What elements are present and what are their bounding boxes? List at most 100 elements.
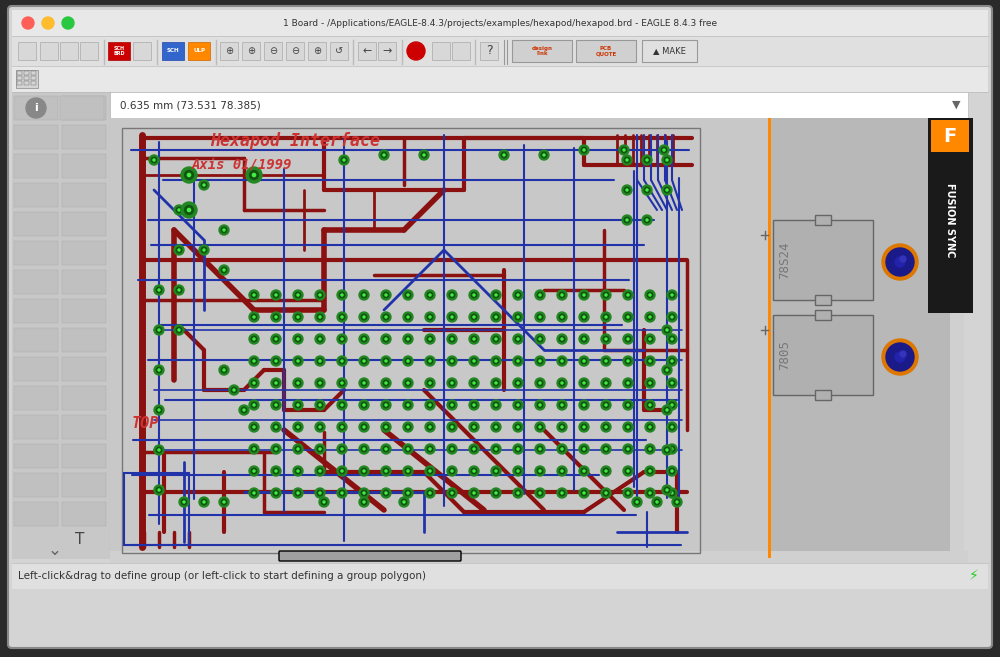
Circle shape [319,316,321,318]
Circle shape [469,378,479,388]
Circle shape [425,334,435,344]
Circle shape [317,380,323,386]
Circle shape [178,249,180,251]
Circle shape [646,159,648,161]
Circle shape [603,380,609,386]
Circle shape [383,154,385,156]
Circle shape [662,405,672,415]
Bar [14,125,58,149]
Circle shape [647,358,653,364]
Circle shape [473,316,475,318]
Circle shape [623,290,633,300]
Circle shape [405,292,411,298]
Circle shape [469,312,479,322]
Circle shape [623,400,633,410]
Circle shape [425,356,435,366]
Circle shape [359,400,369,410]
Circle shape [447,400,457,410]
Circle shape [449,314,455,320]
Circle shape [187,173,191,177]
Circle shape [662,155,672,165]
Circle shape [664,187,670,193]
Bar [17,71,22,75]
Bar [358,42,376,60]
Circle shape [271,290,281,300]
Bar [14,241,58,265]
Circle shape [581,358,587,364]
Circle shape [341,382,343,384]
Circle shape [515,358,521,364]
Circle shape [363,404,365,406]
Circle shape [201,247,207,253]
Text: Axis 01/1999: Axis 01/1999 [192,157,292,171]
Bar [188,42,210,60]
Bar [432,42,450,60]
Circle shape [385,360,387,362]
Circle shape [645,422,655,432]
Circle shape [493,314,499,320]
Circle shape [385,338,387,340]
Circle shape [201,499,207,505]
Circle shape [495,448,497,450]
Circle shape [471,292,477,298]
Text: ↺: ↺ [335,46,343,56]
Circle shape [383,446,389,452]
Circle shape [337,444,347,454]
Bar [62,299,106,323]
Circle shape [321,499,327,505]
Circle shape [449,424,455,430]
Bar [31,71,36,75]
Circle shape [183,501,185,503]
Circle shape [337,488,347,498]
Circle shape [543,154,545,156]
Circle shape [636,501,638,503]
Circle shape [664,407,670,413]
Circle shape [669,446,675,452]
Circle shape [319,492,321,494]
Bar [768,118,771,558]
Circle shape [341,470,343,472]
Circle shape [632,497,642,507]
Circle shape [158,369,160,371]
Bar [122,128,700,553]
Bar [286,42,304,60]
Bar [452,42,470,60]
Circle shape [605,426,607,428]
Circle shape [315,312,325,322]
Circle shape [664,367,670,373]
Circle shape [403,312,413,322]
Bar [31,81,36,85]
Circle shape [249,444,259,454]
Circle shape [515,402,521,408]
Circle shape [181,202,197,218]
Circle shape [203,501,205,503]
Circle shape [517,360,519,362]
Circle shape [623,466,633,476]
Circle shape [491,400,501,410]
Circle shape [667,356,677,366]
Circle shape [605,316,607,318]
Circle shape [185,171,193,179]
Circle shape [886,343,914,371]
Circle shape [221,267,227,273]
Circle shape [537,336,543,342]
Bar [14,299,58,323]
Circle shape [622,185,632,195]
Circle shape [515,446,521,452]
Circle shape [275,404,277,406]
Circle shape [405,380,411,386]
Circle shape [199,180,209,190]
Circle shape [473,338,475,340]
Bar [24,71,29,75]
Bar [62,96,106,120]
Circle shape [315,444,325,454]
Circle shape [666,329,668,331]
Circle shape [666,159,668,161]
Circle shape [339,336,345,342]
Bar [815,295,831,305]
Text: 0.635 mm (73.531 78.385): 0.635 mm (73.531 78.385) [120,100,261,110]
Text: 1 Board - /Applications/EAGLE-8.4.3/projects/examples/hexapod/hexapod.brd - EAGL: 1 Board - /Applications/EAGLE-8.4.3/proj… [283,18,717,28]
Circle shape [271,488,281,498]
Circle shape [537,446,543,452]
Circle shape [579,356,589,366]
